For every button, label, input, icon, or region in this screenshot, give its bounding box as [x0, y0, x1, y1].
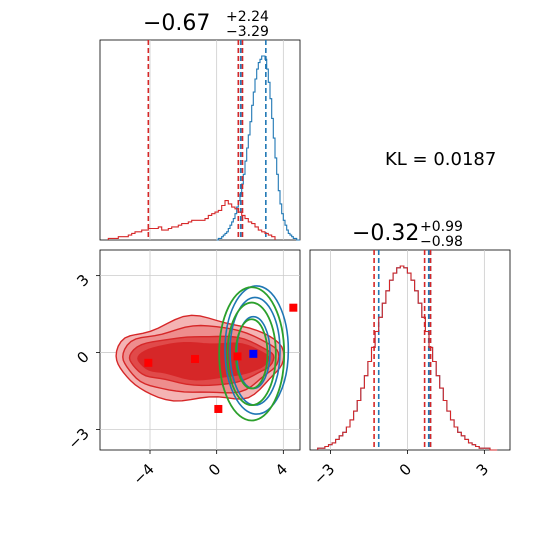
histogram-step-line — [216, 55, 300, 241]
y-title-upper: +0.99 — [420, 219, 463, 235]
histogram-step-line — [317, 265, 498, 451]
ym-tick-label: 3 — [473, 460, 492, 479]
joint-contours — [115, 285, 298, 422]
x-tick-label: −4 — [129, 460, 157, 488]
y-title-lower: −0.98 — [420, 234, 463, 250]
y-marginal-frame — [309, 249, 511, 451]
joint-series — [115, 285, 298, 422]
marker-square — [214, 404, 223, 413]
y-marginal-ticks: −3 0 3 — [310, 450, 492, 488]
x-marginal-series — [107, 40, 300, 241]
y-marginal-series — [317, 250, 498, 451]
y-tick-label: 3 — [73, 271, 92, 290]
marker-square — [191, 354, 199, 363]
x-tick-label: 4 — [272, 460, 291, 479]
x-marginal-grid — [149, 40, 284, 240]
y-marginal-title: −0.32 +0.99 −0.98 — [352, 219, 463, 250]
y-title-value: −0.32 — [352, 221, 419, 246]
marker-square — [249, 349, 258, 358]
x-marginal-panel — [99, 39, 301, 241]
green-contour-outer — [218, 286, 286, 422]
ym-tick-label: 0 — [396, 460, 415, 479]
y-marginal-grid — [330, 250, 485, 450]
marker-square — [144, 358, 153, 367]
marker-square — [233, 352, 242, 361]
y-tick-label: 0 — [73, 348, 92, 367]
joint-panel: −4 0 4 −3 0 3 — [64, 249, 301, 488]
x-title-upper: +2.24 — [226, 9, 269, 25]
x-tick-label: 0 — [205, 460, 224, 479]
y-tick-label: −3 — [64, 425, 92, 453]
green-contour-mid — [226, 301, 277, 407]
x-title-value: −0.67 — [143, 11, 210, 36]
x-marginal-frame — [99, 39, 301, 241]
marker-square — [289, 303, 298, 312]
histogram-step-line — [107, 200, 276, 240]
y-marginal-panel: −3 0 3 — [309, 249, 511, 488]
ym-tick-label: −3 — [310, 460, 338, 488]
x-marginal-title: −0.67 +2.24 −3.29 — [143, 9, 269, 40]
kl-annotation: KL = 0.0187 — [385, 149, 496, 170]
blue-contour-outer — [224, 285, 290, 415]
x-title-lower: −3.29 — [226, 24, 269, 40]
